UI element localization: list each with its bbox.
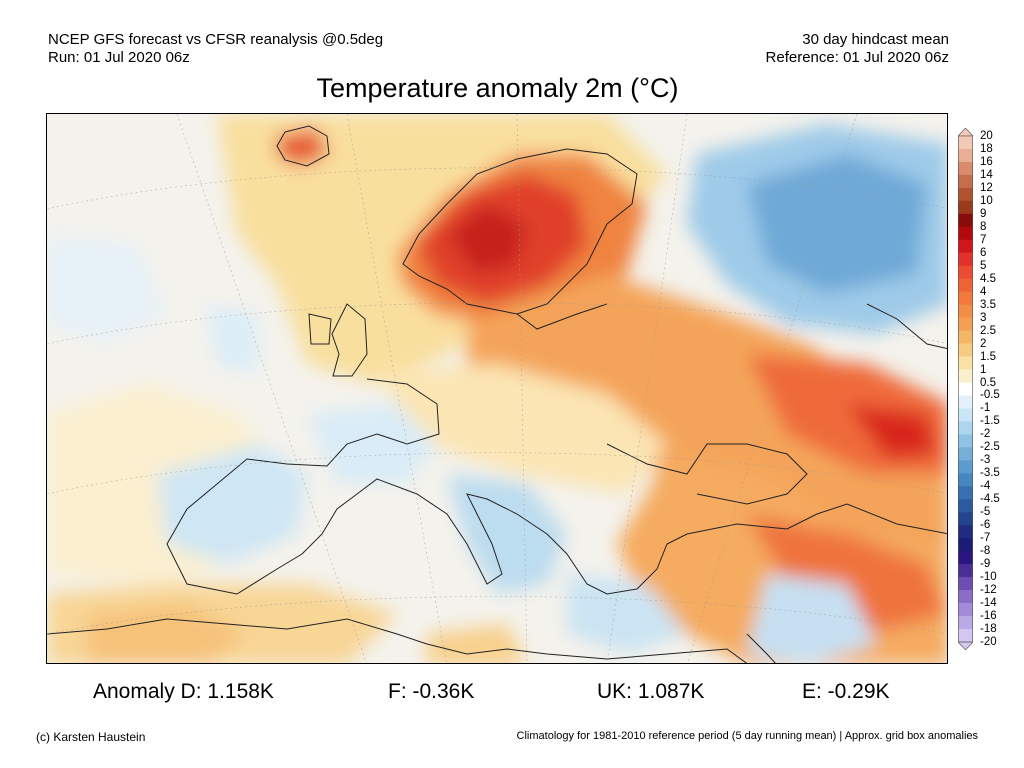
colorbar-swatch <box>958 187 973 202</box>
colorbar-tick-label: -6 <box>980 519 991 532</box>
colorbar-tick-label: -9 <box>980 558 991 571</box>
colorbar-swatch <box>958 512 973 526</box>
colorbar-tick-label: -14 <box>980 597 997 610</box>
colorbar-tick-label: -5 <box>980 506 991 519</box>
colorbar-max-arrow <box>958 128 973 137</box>
colorbar-swatch <box>958 460 973 474</box>
colorbar-swatch <box>958 356 973 370</box>
colorbar-tick-label: 14 <box>980 168 993 181</box>
colorbar-swatch <box>958 265 973 280</box>
climatology-note: Climatology for 1981-2010 reference peri… <box>516 730 978 742</box>
colorbar-tick-label: -1.5 <box>980 415 1000 428</box>
colorbar-tick-label: 10 <box>980 194 993 207</box>
colorbar-tick-label: -3 <box>980 454 991 467</box>
colorbar-swatch <box>958 525 973 539</box>
colorbar-swatch <box>958 226 973 241</box>
colorbar-swatch <box>958 291 973 305</box>
colorbar-tick-label: 12 <box>980 181 993 194</box>
colorbar-tick-label: -10 <box>980 571 997 584</box>
colorbar-swatch <box>958 486 973 500</box>
colorbar-tick-label: 4 <box>980 285 987 298</box>
model-description: NCEP GFS forecast vs CFSR reanalysis @0.… <box>48 31 384 48</box>
colorbar-swatch <box>958 330 973 344</box>
colorbar-swatch <box>958 538 973 552</box>
map-title: Temperature anomaly 2m (°C) <box>316 73 679 103</box>
colorbar-swatch <box>958 434 973 448</box>
colorbar-swatch <box>958 395 973 409</box>
colorbar-tick-label: 18 <box>980 142 993 155</box>
colorbar-swatch <box>958 499 973 513</box>
colorbar-swatch <box>958 629 973 643</box>
colorbar-tick-label: 1.5 <box>980 350 996 363</box>
colorbar-tick-label: 2 <box>980 337 987 350</box>
run-time: Run: 01 Jul 2020 06z <box>48 49 190 66</box>
colorbar-tick-label: -7 <box>980 532 991 545</box>
colorbar-swatch <box>958 213 973 228</box>
colorbar-swatch <box>958 148 973 163</box>
colorbar-tick-label: -1 <box>980 402 991 415</box>
anomaly-field <box>47 114 947 663</box>
colorbar-swatch <box>958 564 973 578</box>
colorbar-tick-label: -20 <box>980 636 997 648</box>
colorbar-tick-label: -18 <box>980 623 997 636</box>
colorbar-tick-label: 7 <box>980 233 987 246</box>
colorbar-tick-label: -2 <box>980 428 991 441</box>
colorbar-swatch <box>958 551 973 565</box>
colorbar-swatch <box>958 304 973 318</box>
hindcast-period: 30 day hindcast mean <box>802 31 949 48</box>
colorbar-swatch <box>958 343 973 357</box>
colorbar <box>958 128 973 650</box>
anomaly-uk: UK: 1.087K <box>597 680 705 703</box>
colorbar-swatch <box>958 473 973 487</box>
colorbar-tick-label: 1 <box>980 363 987 376</box>
colorbar-tick-label: 3.5 <box>980 298 996 311</box>
colorbar-tick-label: 8 <box>980 220 987 233</box>
colorbar-swatch <box>958 369 973 383</box>
colorbar-swatch <box>958 239 973 254</box>
colorbar-swatch <box>958 603 973 617</box>
colorbar-tick-label: 6 <box>980 246 987 259</box>
colorbar-swatch <box>958 278 973 292</box>
anomaly-spain: E: -0.29K <box>802 680 890 703</box>
colorbar-swatch <box>958 252 973 267</box>
coastlines <box>47 125 947 663</box>
colorbar-tick-label: -3.5 <box>980 467 1000 480</box>
colorbar-swatch <box>958 577 973 591</box>
colorbar-swatch <box>958 421 973 435</box>
colorbar-swatch <box>958 447 973 461</box>
colorbar-min-arrow <box>958 641 973 650</box>
colorbar-swatch <box>958 590 973 604</box>
colorbar-tick-label: 4.5 <box>980 272 996 285</box>
colorbar-swatch <box>958 382 973 396</box>
colorbar-swatch <box>958 616 973 630</box>
anomaly-germany: Anomaly D: 1.158K <box>93 680 274 703</box>
colorbar-swatch <box>958 161 973 176</box>
colorbar-tick-label: 2.5 <box>980 324 996 337</box>
colorbar-swatch <box>958 136 973 150</box>
colorbar-tick-label: 20 <box>980 130 993 142</box>
colorbar-tick-label: 3 <box>980 311 987 324</box>
reference-time: Reference: 01 Jul 2020 06z <box>765 49 949 66</box>
colorbar-swatch <box>958 174 973 189</box>
anomaly-france: F: -0.36K <box>388 680 475 703</box>
colorbar-tick-label: -2.5 <box>980 441 1000 454</box>
colorbar-tick-label: 5 <box>980 259 987 272</box>
colorbar-tick-label: -8 <box>980 545 991 558</box>
colorbar-tick-label: -0.5 <box>980 389 1000 402</box>
colorbar-tick-label: 16 <box>980 155 993 168</box>
colorbar-swatch <box>958 200 973 215</box>
colorbar-tick-label: -16 <box>980 610 997 623</box>
colorbar-tick-label: -4.5 <box>980 493 1000 506</box>
copyright: (c) Karsten Haustein <box>36 730 146 744</box>
colorbar-tick-label: -4 <box>980 480 991 493</box>
colorbar-swatch <box>958 408 973 422</box>
colorbar-tick-label: -12 <box>980 584 997 597</box>
colorbar-tick-label: 9 <box>980 207 987 220</box>
colorbar-tick-label: 0.5 <box>980 376 996 389</box>
graticule <box>47 114 947 663</box>
colorbar-swatch <box>958 317 973 331</box>
anomaly-map <box>46 113 948 664</box>
